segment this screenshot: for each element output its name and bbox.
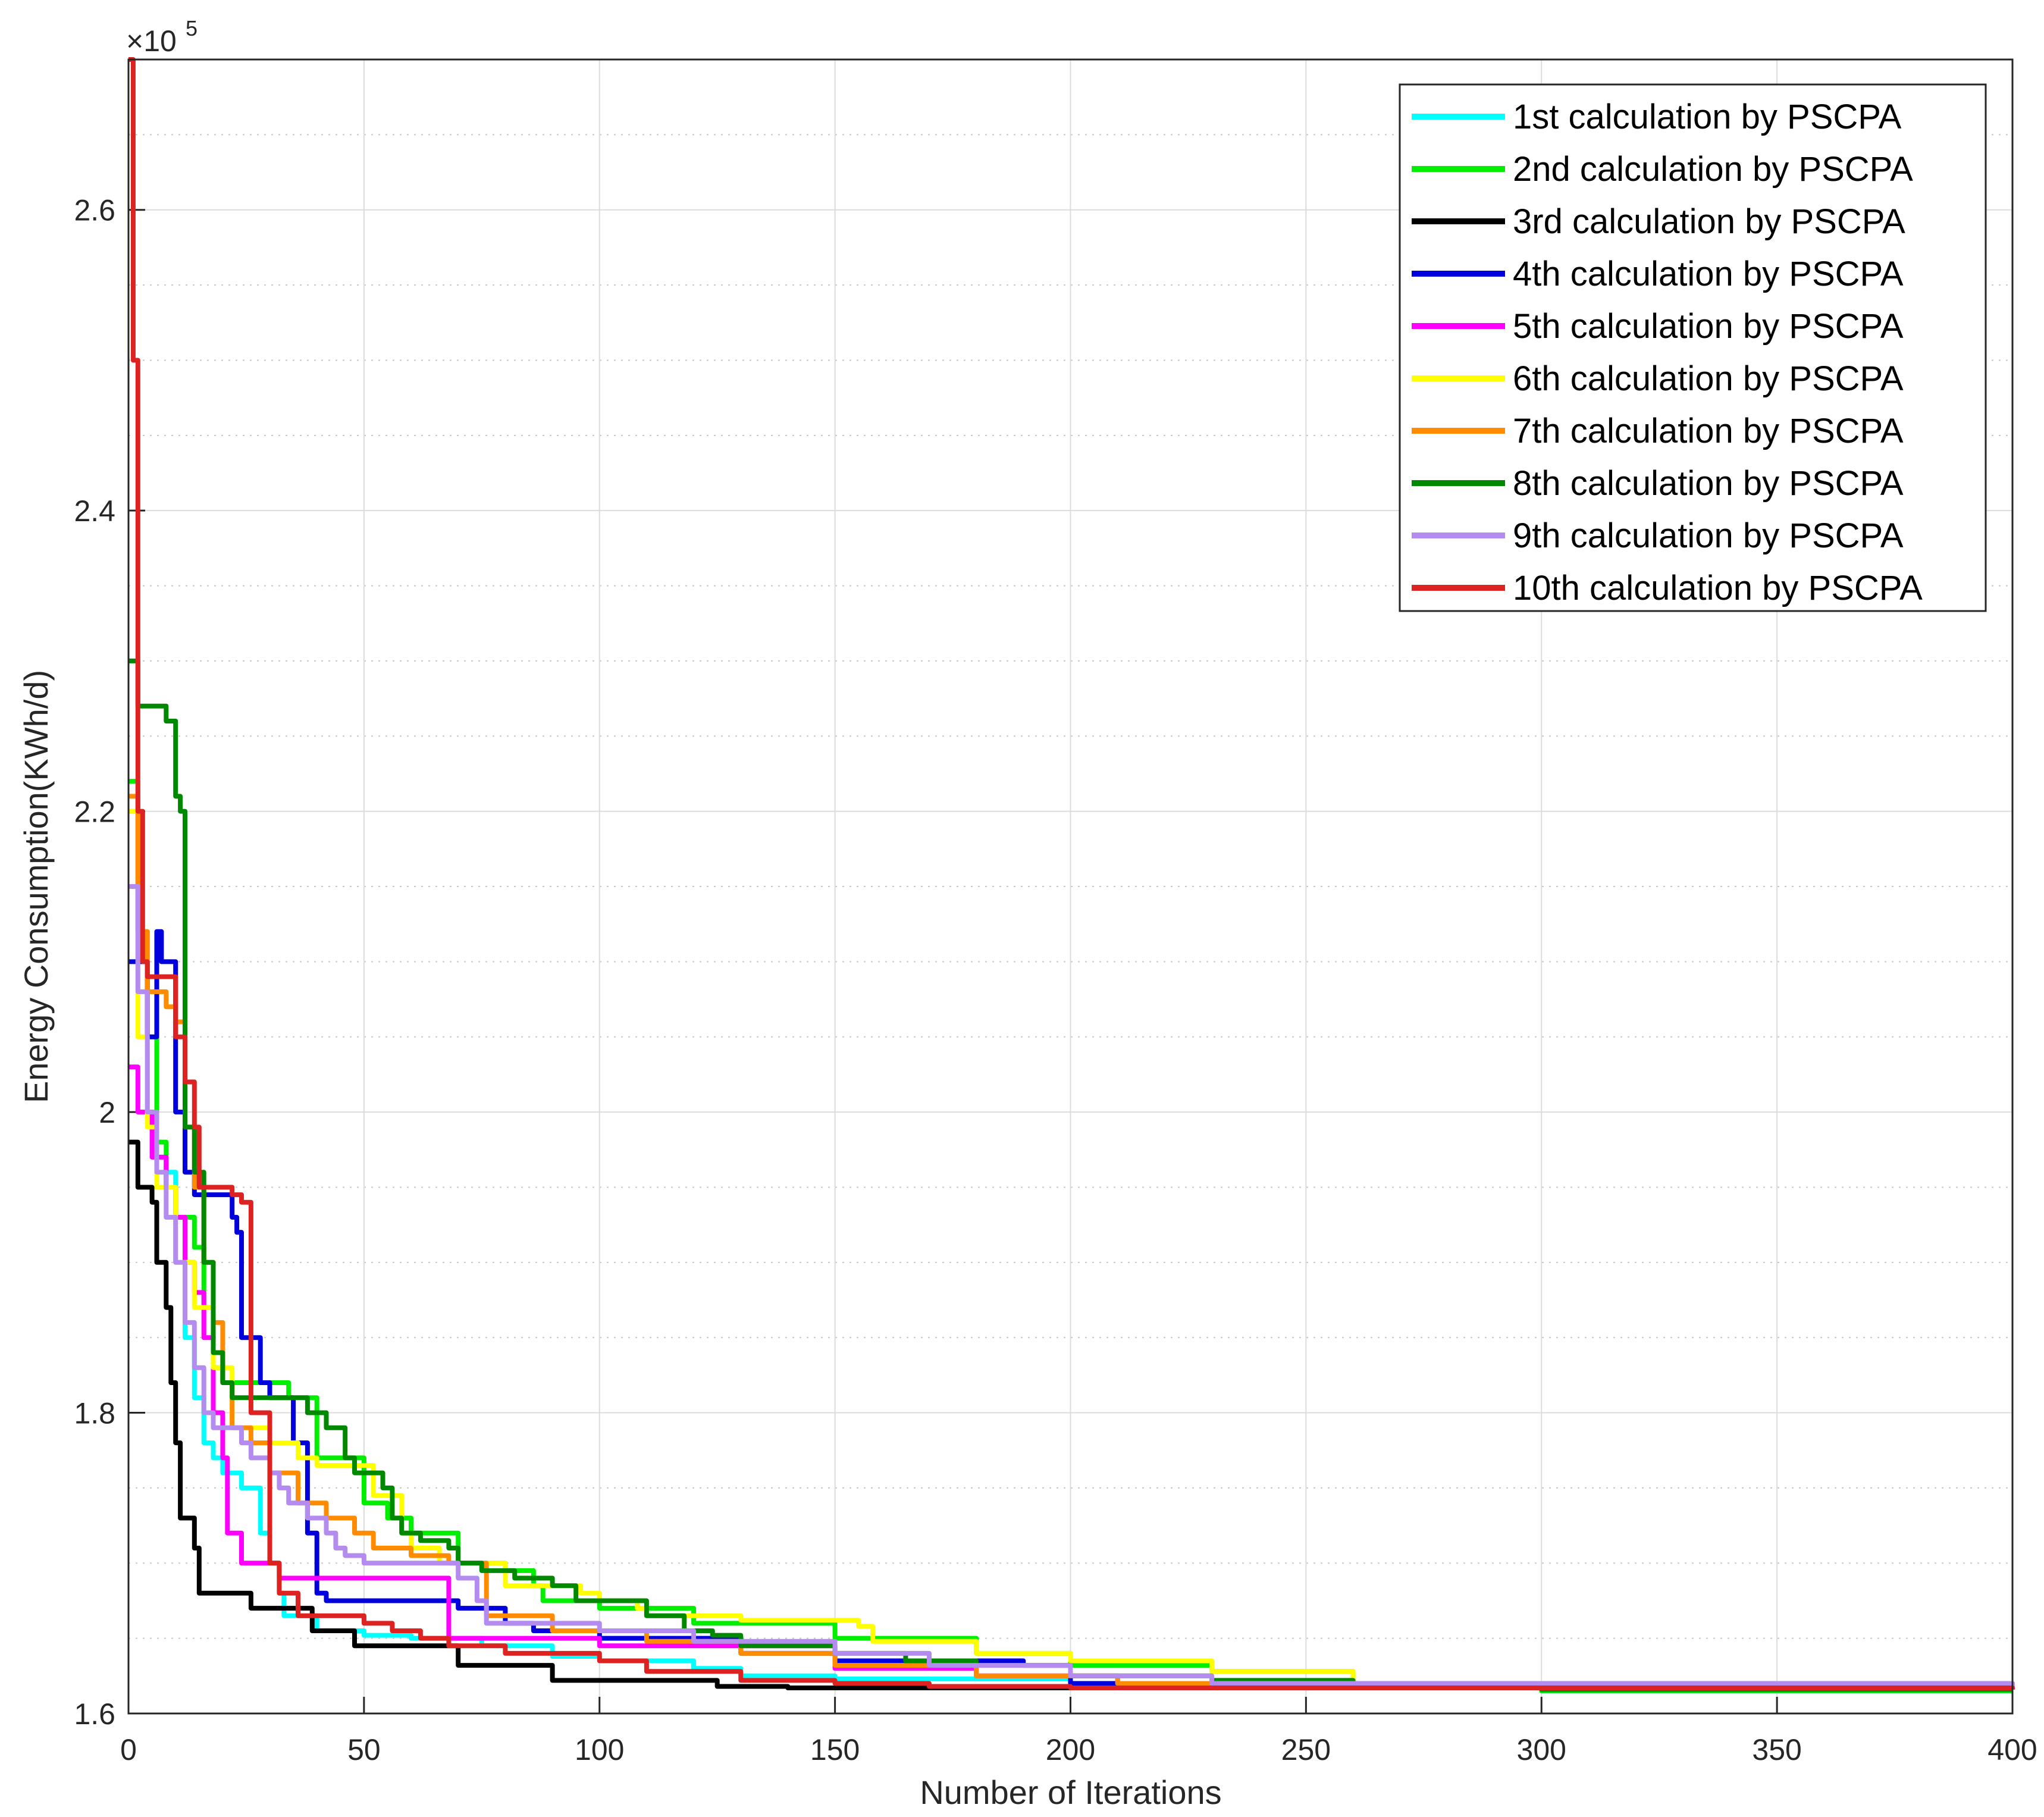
series-line-3 [128, 1139, 2015, 1690]
legend-label-3: 3rd calculation by PSCPA [1513, 202, 1905, 241]
x-tick-label: 150 [810, 1733, 860, 1766]
x-tick-label: 0 [120, 1733, 137, 1766]
legend-label-2: 2nd calculation by PSCPA [1513, 150, 1913, 189]
x-tick-label: 400 [1987, 1733, 2037, 1766]
y-exponent-base: ×10 [126, 24, 177, 58]
x-tick-label: 250 [1281, 1733, 1331, 1766]
series-group [128, 57, 2015, 1694]
x-tick-label: 50 [347, 1733, 381, 1766]
y-tick-label: 1.6 [74, 1697, 115, 1731]
x-tick-label: 100 [575, 1733, 624, 1766]
y-tick-label: 2.4 [74, 494, 115, 528]
legend-label-4: 4th calculation by PSCPA [1513, 255, 1904, 293]
x-axis-title: Number of Iterations [920, 1774, 1221, 1811]
plot-frame [127, 58, 2014, 1715]
legend-label-8: 8th calculation by PSCPA [1513, 464, 1904, 503]
legend-label-7: 7th calculation by PSCPA [1513, 412, 1904, 450]
legend-label-6: 6th calculation by PSCPA [1513, 359, 1904, 398]
series-line-9 [128, 884, 2015, 1690]
x-tick-label: 350 [1752, 1733, 1801, 1766]
series-line-10 [128, 57, 2015, 1690]
y-exponent: ×10 5 [126, 16, 197, 58]
y-tick-label: 2 [99, 1096, 115, 1129]
legend-label-5: 5th calculation by PSCPA [1513, 307, 1904, 346]
y-axis: 1.6 1.8 2 2.2 2.4 2.6 [74, 194, 145, 1731]
x-axis: 0 50 100 150 200 250 300 350 400 [120, 1697, 2037, 1766]
y-tick-label: 1.8 [74, 1397, 115, 1430]
x-tick-label: 200 [1046, 1733, 1095, 1766]
legend-label-9: 9th calculation by PSCPA [1513, 516, 1904, 555]
legend-label-1: 1st calculation by PSCPA [1513, 98, 1902, 136]
legend: 1st calculation by PSCPA 2nd calculation … [1399, 83, 1987, 612]
y-tick-label: 2.6 [74, 194, 115, 227]
legend-box [1399, 83, 1987, 612]
x-tick-label: 300 [1517, 1733, 1566, 1766]
y-exponent-power: 5 [186, 16, 197, 40]
y-tick-label: 2.2 [74, 795, 115, 829]
y-axis-title: Energy Consumption(KWh/d) [17, 670, 55, 1103]
legend-label-10: 10th calculation by PSCPA [1513, 569, 1923, 607]
